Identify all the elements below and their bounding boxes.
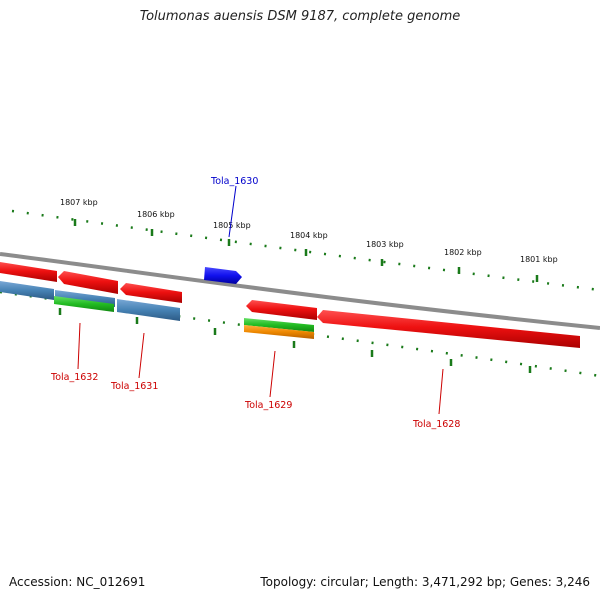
cds-feature[interactable] [0,281,54,300]
accession-text: Accession: NC_012691 [9,575,146,589]
scale-labels: 1807 kbp 1806 kbp 1805 kbp 1804 kbp 1803… [60,198,558,264]
cds-feature[interactable] [54,296,114,312]
gene-labels: Tola_1630 Tola_1632 Tola_1631 Tola_1629 … [50,176,460,430]
scale-label: 1804 kbp [290,231,328,240]
major-ticks [73,219,539,282]
map-title: Tolumonas auensis DSM 9187, complete gen… [139,9,461,24]
gene-label: Tola_1632 [50,372,98,383]
cds-feature[interactable] [244,325,314,339]
genome-summary-text: Topology: circular; Length: 3,471,292 bp… [260,575,590,589]
cds-feature[interactable] [117,299,180,321]
gene-feature[interactable] [58,271,118,294]
cds-feature[interactable] [244,318,314,332]
scale-label: 1803 kbp [366,240,404,249]
gene-label: Tola_1631 [110,381,158,392]
scale-label: 1802 kbp [444,248,482,257]
scale-label: 1807 kbp [60,198,98,207]
scale-label: 1805 kbp [213,221,251,230]
scale-label: 1806 kbp [137,210,175,219]
features-red [0,262,580,348]
gene-feature[interactable] [246,300,317,320]
gene-feature[interactable] [0,262,57,282]
gene-feature[interactable] [317,310,580,348]
gene-feature-tola-1630[interactable] [204,267,242,284]
gene-label: Tola_1628 [412,419,460,430]
major-ticks-lower [58,308,532,373]
gene-feature[interactable] [120,283,182,303]
genome-backbone [0,252,600,330]
features-green [54,296,314,332]
gene-label: Tola_1629 [244,400,292,411]
label-leaders [77,185,444,415]
scale-label: 1801 kbp [520,255,558,264]
gene-label: Tola_1630 [210,176,258,187]
